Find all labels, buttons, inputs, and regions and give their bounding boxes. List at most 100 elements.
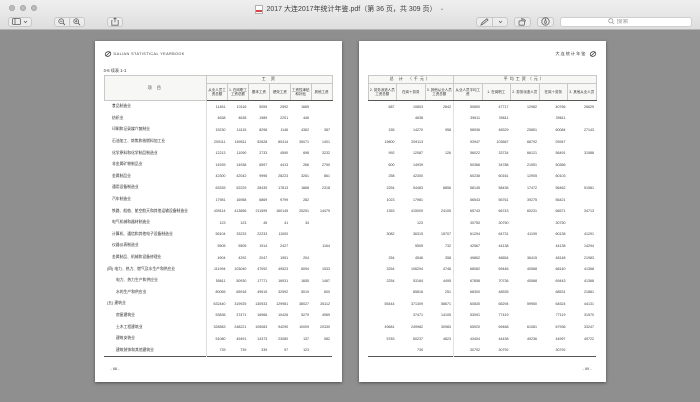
value-cell xyxy=(425,159,454,171)
value-cell: 11000 xyxy=(278,232,289,237)
value-cell: 254 xyxy=(388,255,395,260)
markup-menu-button[interactable] xyxy=(492,16,508,27)
value-cell: 11461 xyxy=(215,104,226,109)
value-cell: 69468 xyxy=(498,325,509,330)
value-cell: 9996 xyxy=(259,174,268,179)
zoom-window-button[interactable] xyxy=(31,5,37,11)
view-menu-button[interactable] xyxy=(8,16,32,27)
value-cell: 54483 xyxy=(413,185,423,190)
value-cell: 698 xyxy=(303,151,310,156)
pdf-content-area[interactable]: DALIAN STATISTICAL YEARBOOK 3-6 续表 1-1 项… xyxy=(0,30,700,402)
table-row: (五) 建筑业 632440 319925 130933 129981 38027 2611… xyxy=(104,298,332,310)
value-cell: 14938 xyxy=(236,162,247,167)
table-row: 电气机械和器材制造业 123 123 45 41 34 xyxy=(104,216,332,229)
value-cell: 211599 xyxy=(255,209,268,214)
value-cell: 50366 xyxy=(453,158,482,171)
markup-pen-button[interactable] xyxy=(476,16,493,27)
row-label-cell: 化学原料和化学制品制造业 xyxy=(104,147,208,159)
table-row: 金属制品、机械和设备修理业 4904 4292 2047 1951 204 xyxy=(104,251,332,264)
value-cell: 1533 xyxy=(322,267,330,272)
zoom-out-button[interactable] xyxy=(54,16,70,27)
value-cell xyxy=(511,217,540,229)
share-button[interactable] xyxy=(107,16,123,27)
value-cell: 16958 xyxy=(236,197,247,202)
yearbook-logo-icon xyxy=(589,51,596,57)
value-cell: 53091 xyxy=(453,309,482,322)
value-cell: 66743 xyxy=(498,209,509,214)
value-cell: 129981 xyxy=(276,301,289,306)
value-cell: 37471 xyxy=(413,313,423,318)
value-cell: 53184 xyxy=(413,278,423,283)
value-cell: 37471 xyxy=(236,313,247,318)
value-cell: 3232 xyxy=(322,151,330,156)
column-header: 其他工资 xyxy=(310,83,333,101)
table-row: 49681 249982 30983 65920 69468 61081 67936 3324… xyxy=(368,321,596,333)
value-cell: 66121 xyxy=(527,151,537,156)
value-cell: 632440 xyxy=(213,301,226,306)
value-cell: 982 xyxy=(324,336,330,341)
row-label-cell: 纺织业 xyxy=(104,112,208,125)
search-input[interactable] xyxy=(616,18,645,25)
value-cell: 2047 xyxy=(259,255,268,260)
value-cell: 22233 xyxy=(257,232,268,237)
value-cell: 42567 xyxy=(453,240,482,252)
pdf-page-right: 大连统计年鉴 总 计 （千元） 平均工资（元） 2. 劳务派遣人员工资总额 在岗＋劳务… xyxy=(358,41,606,382)
value-cell xyxy=(568,171,597,183)
value-cell: 56761 xyxy=(498,197,509,202)
value-cell: 50890 xyxy=(453,100,482,113)
value-cell: 4546 xyxy=(415,255,423,260)
page-number: - 69 - xyxy=(582,367,592,371)
value-cell: 15707 xyxy=(441,232,451,237)
value-cell: 44138 xyxy=(498,243,509,248)
value-cell: 39275 xyxy=(527,197,537,202)
value-cell: 58936 xyxy=(453,124,482,136)
value-cell: 60231 xyxy=(527,209,537,214)
page-header-text: 大连统计年鉴 xyxy=(555,51,587,56)
table-row: 2254 54483 8856 58145 58436 17472 56462 51581 xyxy=(368,182,596,194)
value-cell: 94290 xyxy=(278,325,289,330)
table-row: 水的生产和供应业 80065 65918 49519 32592 5019 600 xyxy=(104,286,332,299)
value-cell: 4495 xyxy=(443,278,451,283)
value-cell: 68300 xyxy=(453,286,482,299)
value-cell: 24105 xyxy=(441,209,451,214)
value-cell xyxy=(368,217,397,229)
value-cell: 4292 xyxy=(238,255,247,260)
value-cell: 5019 xyxy=(301,290,310,295)
value-cell: 105083 xyxy=(255,325,268,330)
minimize-button[interactable] xyxy=(20,5,26,11)
value-cell: 160145 xyxy=(276,209,289,214)
rotate-left-button[interactable] xyxy=(514,16,531,27)
value-cell: 4638 xyxy=(238,116,247,121)
value-cell: 126 xyxy=(445,151,451,156)
table-row: 4638 39611 39611 39611 xyxy=(368,112,596,125)
value-cell: 35071 xyxy=(299,139,310,144)
table-row: 房屋建筑业 53836 37471 16966 10426 5279 4969 xyxy=(104,309,332,322)
zoom-in-button[interactable] xyxy=(69,16,85,27)
statistics-table: 总 计 （千元） 平均工资（元） 2. 劳务派遣人员工资总额 在岗＋劳务 3. 其他从业… xyxy=(367,75,597,358)
value-cell: 41368 xyxy=(584,278,594,283)
value-cell: 1164 xyxy=(322,243,330,248)
value-cell: 60138 xyxy=(555,232,566,237)
value-cell: 1146 xyxy=(280,127,289,132)
close-button[interactable] xyxy=(9,5,15,11)
table-row: 汽车制造业 17981 16958 6869 9799 282 xyxy=(104,193,332,206)
value-cell: 80414 xyxy=(278,139,289,144)
title-chevron-icon[interactable]: ⌄ xyxy=(439,5,445,12)
value-cell xyxy=(568,217,597,229)
value-cell: 41 xyxy=(284,220,289,225)
value-cell: 80065 xyxy=(215,290,226,295)
value-cell: 60830 xyxy=(453,298,482,310)
table-row: 印刷和记录媒介复制业 15230 14115 8298 1146 4362 387 xyxy=(104,124,332,136)
value-cell: 55104 xyxy=(215,232,226,237)
value-cell: 209113 xyxy=(411,139,423,144)
page-number: - 68 - xyxy=(110,367,120,371)
value-cell: 248221 xyxy=(234,325,247,330)
value-cell: 49722 xyxy=(584,336,594,341)
value-cell: 2790 xyxy=(322,162,330,167)
value-cell: 2254 xyxy=(386,185,395,190)
group-column-header: 工 资 xyxy=(206,75,333,84)
value-cell: 1989 xyxy=(259,116,268,121)
search-field[interactable] xyxy=(560,16,692,27)
annotate-button[interactable] xyxy=(537,16,554,27)
table-row: 687 10803 2842 50890 47717 12982 40766 26629 xyxy=(368,100,596,113)
